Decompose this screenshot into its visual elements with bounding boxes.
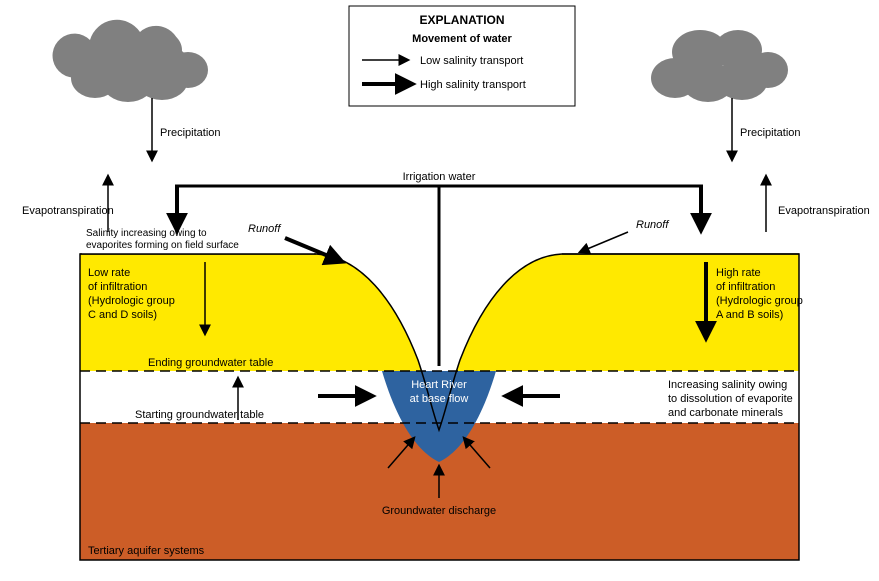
label-starting-gw: Starting groundwater table [135, 409, 264, 421]
legend: EXPLANATION Movement of water Low salini… [349, 6, 575, 106]
label-lowinf-3: (Hydrologic group [88, 295, 175, 307]
label-aquifer: Tertiary aquifer systems [88, 545, 205, 557]
label-evap-right: Evapotranspiration [778, 205, 870, 217]
label-highinf-3: (Hydrologic group [716, 295, 803, 307]
label-salinity-2: evaporites forming on field surface [86, 240, 239, 251]
label-gw-discharge: Groundwater discharge [382, 505, 496, 517]
label-highinf-1: High rate [716, 267, 761, 279]
label-river-2: at base flow [410, 393, 469, 405]
label-incsal-2: to dissolution of evaporite [668, 393, 793, 405]
label-irrigation: Irrigation water [403, 171, 476, 183]
cloud-left [53, 20, 208, 102]
legend-item-high: High salinity transport [420, 79, 526, 91]
label-ending-gw: Ending groundwater table [148, 357, 273, 369]
arrow-runoff-right [580, 232, 628, 252]
label-precip-left: Precipitation [160, 127, 221, 139]
label-lowinf-1: Low rate [88, 267, 130, 279]
label-river-1: Heart River [411, 379, 467, 391]
label-incsal-1: Increasing salinity owing [668, 379, 787, 391]
label-salinity-1: Salinity increasing owing to [86, 228, 207, 239]
label-lowinf-4: C and D soils) [88, 309, 157, 321]
cloud-right [651, 30, 788, 102]
label-lowinf-2: of infiltration [88, 281, 147, 293]
label-highinf-2: of infiltration [716, 281, 775, 293]
label-highinf-4: A and B soils) [716, 309, 783, 321]
label-runoff-left: Runoff [248, 223, 281, 235]
label-precip-right: Precipitation [740, 127, 801, 139]
label-incsal-3: and carbonate minerals [668, 407, 783, 419]
label-runoff-right: Runoff [636, 219, 669, 231]
legend-title: EXPLANATION [419, 13, 504, 27]
label-evap-left: Evapotranspiration [22, 205, 114, 217]
legend-subtitle: Movement of water [412, 33, 512, 45]
legend-item-low: Low salinity transport [420, 55, 523, 67]
